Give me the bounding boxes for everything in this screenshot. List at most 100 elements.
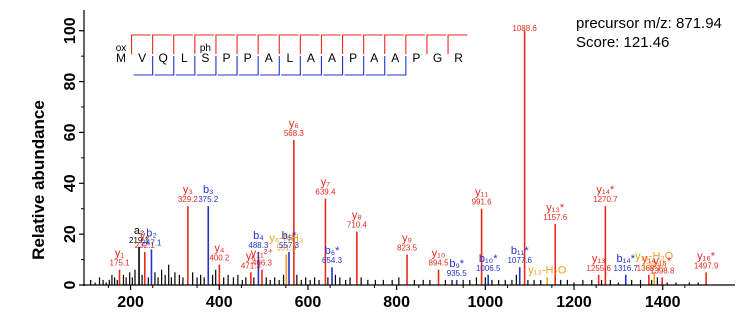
peak-mz-label: 496.3: [252, 259, 273, 268]
y-tick-label: 80: [62, 73, 79, 91]
y-ion-bracket: [236, 34, 257, 54]
sequence-residue: L: [181, 51, 188, 65]
y-ion-bracket: [257, 34, 278, 54]
y-ion-bracket: [299, 34, 320, 54]
peak-ion-label: y₁₁²⁺: [251, 248, 274, 260]
sequence-modification: ox: [116, 43, 127, 54]
peak-mz-label: 1255.6: [586, 264, 611, 273]
peak-ion-label: y₁₄: [642, 253, 656, 265]
y-tick-label: 40: [62, 174, 79, 192]
peak-mz-label: 1398.8: [650, 266, 675, 275]
sequence-modification: ph: [200, 43, 211, 54]
b-ion-bracket: [302, 56, 322, 76]
y-ion-bracket: [194, 34, 214, 54]
y-ion-bracket: [278, 34, 299, 54]
peak-ion-label: y₁₃: [592, 253, 606, 265]
peak-mz-label: 400.2: [209, 254, 230, 263]
peak-mz-label: 557.3: [279, 241, 300, 250]
sequence-residue: V: [138, 51, 146, 65]
peak-mz-label: 991.6: [472, 198, 493, 207]
peak-mz-label: 710.4: [347, 221, 368, 230]
b-ion-bracket: [217, 56, 238, 76]
y-ion-bracket: [215, 34, 236, 54]
y-ion-bracket: [173, 34, 193, 54]
b-ion-bracket: [281, 56, 301, 76]
y-ion-bracket: [426, 34, 447, 54]
peak-ion-label: y₆: [289, 118, 299, 130]
peak-mz-label: 551.3: [276, 243, 297, 252]
peak-mz-label: 232.1: [135, 241, 156, 250]
peaks: [90, 30, 707, 285]
x-tick-label: 1200: [556, 294, 592, 311]
precursor-mz: precursor m/z: 871.94: [576, 15, 722, 32]
peak-ion-label: b₁₄*: [616, 253, 635, 265]
peak-mz-label: 1316.7: [614, 264, 639, 273]
peak-ion-label: y₁₃-H₂O: [528, 264, 567, 276]
peak-mz-label: 175.1: [110, 259, 131, 268]
peak-ion-label: y₉: [402, 232, 412, 244]
peak-mz-label: 1497.9: [694, 261, 719, 270]
peak-ion-label: y₁₃*: [546, 202, 565, 214]
y-tick-label: 20: [62, 225, 79, 243]
peak-ion-label: y₁₅-H₂O: [635, 250, 674, 262]
b-ion-bracket: [239, 56, 259, 76]
peak-mz-label: 329.2: [178, 195, 199, 204]
sequence-residue: A: [265, 51, 273, 65]
peak-ion-label: y₂: [140, 230, 150, 242]
peak-ion-label: y₃: [183, 184, 193, 196]
peak-ion-label: y₁₁: [475, 187, 488, 199]
sequence-residue: A: [328, 51, 336, 65]
b-ion-bracket: [175, 56, 196, 76]
peak-mz-label: 935.5: [447, 269, 468, 278]
peak-ion-label: b₅*: [282, 230, 298, 242]
sequence-residue: M: [116, 51, 126, 65]
x-tick-label: 400: [206, 294, 233, 311]
y-ion-bracket: [363, 34, 383, 54]
b-ion-bracket: [133, 56, 154, 76]
y-tick-label: 100: [62, 17, 79, 44]
peak-mz-label: 894.5: [429, 259, 450, 268]
peak-ion-label: b₂: [146, 227, 156, 239]
b-ion-bracket: [386, 56, 407, 76]
peak-ion-label: b₉*: [449, 258, 464, 270]
peak-ion-label: y₁₄*: [596, 184, 615, 196]
peak-mz-label: 247.1: [141, 238, 162, 247]
peak-ion-label: y₁: [115, 248, 125, 260]
x-tick-label: 800: [383, 294, 410, 311]
peak-ion-label: y₈: [352, 210, 362, 222]
peak-mz-label: 1077.6: [507, 256, 532, 265]
y-ion-bracket: [405, 34, 425, 54]
b-ion-bracket: [196, 56, 217, 76]
y-ion-bracket: [447, 34, 468, 54]
sequence-residue: A: [391, 51, 399, 65]
peak-ion-label: b₄: [253, 230, 264, 242]
y-ion-bracket: [320, 34, 341, 54]
peak-ion-label: y₄: [214, 243, 225, 255]
y-ion-bracket: [342, 34, 362, 54]
peak-mz-label: 1157.6: [543, 213, 567, 222]
peak-mz-label: 375.2: [198, 195, 219, 204]
x-tick-label: 600: [295, 294, 322, 311]
peak-mz-label: 1368.7: [637, 264, 662, 273]
peak-mz-label: 488.3: [248, 241, 269, 250]
peak-ion-label: y₁₅*: [653, 255, 672, 267]
peak-mz-label: 639.4: [315, 188, 336, 197]
peak-mz-label: 1380.8: [642, 261, 667, 270]
y-ion-bracket: [384, 34, 404, 54]
sequence-residue: P: [244, 51, 252, 65]
sequence-residue: P: [412, 51, 420, 65]
y-ion-bracket: [152, 34, 172, 54]
peak-ion-label: b₁₁*: [511, 245, 530, 257]
sequence-residue: P: [349, 51, 357, 65]
sequence-residue: Q: [159, 51, 168, 65]
y-tick-label: 0: [62, 280, 79, 289]
score: Score: 121.46: [576, 34, 669, 51]
sequence-residue: A: [370, 51, 378, 65]
b-ion-bracket: [344, 56, 365, 76]
peak-ion-label: b₃: [203, 184, 214, 196]
b-ion-bracket: [323, 56, 344, 76]
sequence-residue: S: [201, 51, 209, 65]
peak-mz-label: 1270.7: [593, 195, 618, 204]
y-axis-title: Relative abundance: [29, 100, 48, 260]
